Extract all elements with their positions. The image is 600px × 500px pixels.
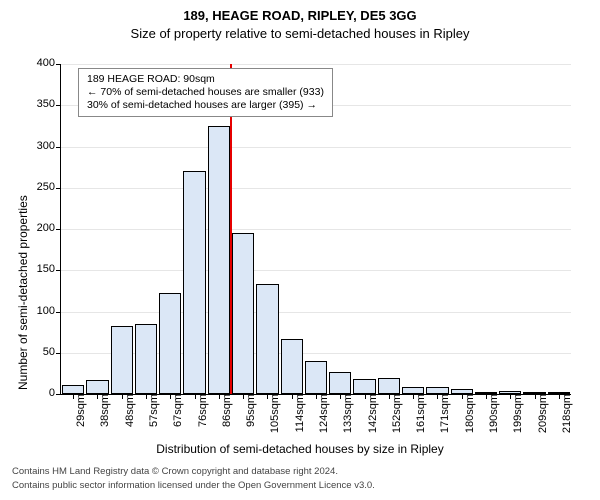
y-tick (56, 105, 61, 106)
histogram-bar (62, 385, 84, 394)
histogram-bar (232, 233, 254, 394)
annotation-box: 189 HEAGE ROAD: 90sqm ← 70% of semi-deta… (78, 68, 333, 117)
gridline (61, 147, 571, 148)
y-tick (56, 229, 61, 230)
gridline (61, 229, 571, 230)
y-tick-label: 200 (37, 222, 61, 234)
histogram-bar (353, 379, 375, 394)
histogram-bar (208, 126, 230, 394)
annotation-line-3: 30% of semi-detached houses are larger (… (87, 99, 324, 112)
x-tick-label: 190sqm (482, 394, 500, 433)
chart-title-address: 189, HEAGE ROAD, RIPLEY, DE5 3GG (0, 8, 600, 23)
x-tick-label: 57sqm (142, 394, 160, 427)
histogram-bar (135, 324, 157, 394)
x-axis-label: Distribution of semi-detached houses by … (0, 442, 600, 456)
x-tick-label: 67sqm (166, 394, 184, 427)
x-tick-label: 180sqm (458, 394, 476, 433)
y-tick (56, 312, 61, 313)
x-tick-label: 142sqm (361, 394, 379, 433)
chart-wrap: { "layout":{ "width":600,"height":500, "… (0, 0, 600, 500)
annotation-line-1: 189 HEAGE ROAD: 90sqm (87, 73, 324, 86)
x-tick-label: 161sqm (409, 394, 427, 433)
x-tick-label: 86sqm (215, 394, 233, 427)
histogram-bar (159, 293, 181, 394)
histogram-bar (402, 387, 424, 394)
histogram-bar (183, 171, 205, 394)
x-tick-label: 48sqm (118, 394, 136, 427)
y-tick (56, 270, 61, 271)
histogram-bar (305, 361, 327, 394)
y-tick-label: 400 (37, 57, 61, 69)
histogram-bar (111, 326, 133, 394)
histogram-bar (256, 284, 278, 394)
x-tick-label: 38sqm (93, 394, 111, 427)
x-tick-label: 152sqm (385, 394, 403, 433)
x-tick-label: 133sqm (336, 394, 354, 433)
gridline (61, 270, 571, 271)
x-tick-label: 29sqm (69, 394, 87, 427)
histogram-bar (378, 378, 400, 394)
histogram-bar (281, 339, 303, 394)
y-tick (56, 147, 61, 148)
y-tick (56, 394, 61, 395)
footer-line-2: Contains public sector information licen… (12, 480, 375, 491)
x-tick-label: 124sqm (312, 394, 330, 433)
y-tick-label: 350 (37, 98, 61, 110)
gridline (61, 64, 571, 65)
y-tick-label: 100 (37, 305, 61, 317)
x-tick-label: 199sqm (506, 394, 524, 433)
y-tick-label: 250 (37, 181, 61, 193)
x-tick-label: 76sqm (191, 394, 209, 427)
x-tick-label: 114sqm (288, 394, 306, 432)
y-axis-label: Number of semi-detached properties (16, 195, 30, 390)
chart-title-sub: Size of property relative to semi-detach… (0, 26, 600, 41)
y-tick-label: 0 (49, 387, 61, 399)
gridline (61, 312, 571, 313)
footer-line-1: Contains HM Land Registry data © Crown c… (12, 466, 338, 477)
x-tick-label: 218sqm (555, 394, 573, 433)
x-tick-label: 171sqm (433, 394, 451, 433)
y-tick-label: 150 (37, 263, 61, 275)
y-tick (56, 188, 61, 189)
x-tick-label: 209sqm (531, 394, 549, 433)
histogram-bar (86, 380, 108, 394)
annotation-line-2: ← 70% of semi-detached houses are smalle… (87, 86, 324, 99)
y-tick (56, 64, 61, 65)
y-tick-label: 300 (37, 140, 61, 152)
x-tick-label: 105sqm (263, 394, 281, 433)
histogram-bar (426, 387, 448, 394)
gridline (61, 188, 571, 189)
y-tick-label: 50 (43, 346, 61, 358)
histogram-bar (329, 372, 351, 394)
x-tick-label: 95sqm (239, 394, 257, 427)
y-tick (56, 353, 61, 354)
